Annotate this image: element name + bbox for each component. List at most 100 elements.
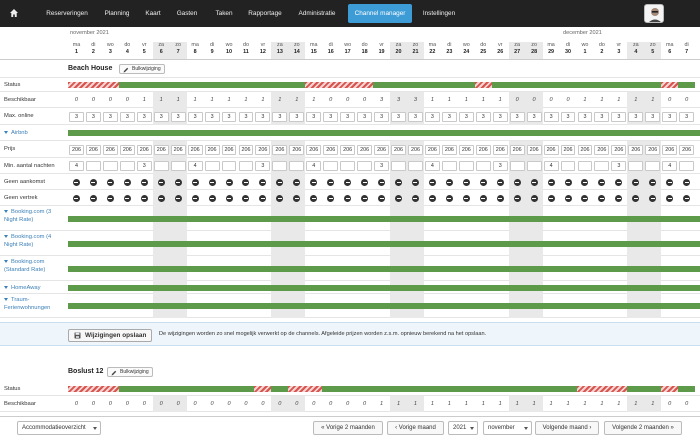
value-input[interactable]: 3 <box>492 161 508 171</box>
value-input[interactable]: 3 <box>204 111 220 122</box>
channel-toggle[interactable]: HomeAway <box>4 284 64 292</box>
minus-circle-icon[interactable] <box>632 194 640 202</box>
minus-circle-icon[interactable] <box>649 178 657 186</box>
value-input[interactable] <box>509 161 525 171</box>
nav-taken[interactable]: Taken <box>215 10 233 17</box>
minus-circle-icon[interactable] <box>106 194 114 202</box>
minus-circle-icon[interactable] <box>276 178 284 186</box>
value-input[interactable]: 3 <box>187 111 203 122</box>
minus-circle-icon[interactable] <box>428 194 436 202</box>
value-input[interactable]: 206 <box>509 144 525 155</box>
minus-circle-icon[interactable] <box>157 194 165 202</box>
value-input[interactable]: 3 <box>492 111 508 122</box>
value-input[interactable]: 206 <box>357 144 373 155</box>
value-input[interactable]: 206 <box>102 144 118 155</box>
value-input[interactable]: 206 <box>255 144 271 155</box>
value-input[interactable]: 3 <box>102 111 118 122</box>
minus-circle-icon[interactable] <box>259 194 267 202</box>
value-input[interactable]: 3 <box>306 111 322 122</box>
value-input[interactable]: 3 <box>543 111 559 122</box>
value-input[interactable]: 206 <box>374 144 390 155</box>
value-input[interactable]: 206 <box>340 144 356 155</box>
minus-circle-icon[interactable] <box>242 178 250 186</box>
value-input[interactable]: 4 <box>69 161 84 171</box>
value-input[interactable]: 3 <box>170 111 186 122</box>
minus-circle-icon[interactable] <box>378 194 386 202</box>
nav-administratie[interactable]: Administratie <box>298 10 336 17</box>
value-input[interactable]: 206 <box>458 144 474 155</box>
minus-circle-icon[interactable] <box>496 194 504 202</box>
minus-circle-icon[interactable] <box>564 178 572 186</box>
value-input[interactable]: 206 <box>662 144 678 155</box>
value-input[interactable]: 206 <box>306 144 322 155</box>
minus-circle-icon[interactable] <box>479 194 487 202</box>
minus-circle-icon[interactable] <box>581 194 589 202</box>
minus-circle-icon[interactable] <box>666 194 674 202</box>
value-input[interactable]: 206 <box>85 144 101 155</box>
value-input[interactable]: 3 <box>136 161 152 171</box>
value-input[interactable]: 3 <box>374 111 390 122</box>
value-input[interactable]: 206 <box>187 144 203 155</box>
value-input[interactable] <box>272 161 288 171</box>
minus-circle-icon[interactable] <box>361 178 369 186</box>
value-input[interactable]: 3 <box>221 111 237 122</box>
value-input[interactable]: 3 <box>475 111 491 122</box>
view-select[interactable]: Accommodatieoverzicht <box>17 421 101 435</box>
minus-circle-icon[interactable] <box>598 194 606 202</box>
minus-circle-icon[interactable] <box>496 178 504 186</box>
value-input[interactable]: 3 <box>441 111 457 122</box>
value-input[interactable] <box>289 161 305 171</box>
value-input[interactable]: 206 <box>577 144 593 155</box>
minus-circle-icon[interactable] <box>208 178 216 186</box>
value-input[interactable] <box>238 161 254 171</box>
value-input[interactable] <box>204 161 220 171</box>
value-input[interactable]: 3 <box>577 111 593 122</box>
nav-instellingen[interactable]: Instellingen <box>422 10 456 17</box>
value-input[interactable]: 206 <box>136 144 152 155</box>
minus-circle-icon[interactable] <box>395 178 403 186</box>
value-input[interactable]: 206 <box>238 144 254 155</box>
minus-circle-icon[interactable] <box>632 178 640 186</box>
minus-circle-icon[interactable] <box>411 178 419 186</box>
value-input[interactable]: 4 <box>662 161 678 171</box>
minus-circle-icon[interactable] <box>378 178 386 186</box>
minus-circle-icon[interactable] <box>140 178 148 186</box>
minus-circle-icon[interactable] <box>327 178 335 186</box>
minus-circle-icon[interactable] <box>174 194 182 202</box>
nav-reserveringen[interactable]: Reserveringen <box>46 10 88 17</box>
value-input[interactable]: 206 <box>441 144 457 155</box>
value-input[interactable] <box>458 161 474 171</box>
value-input[interactable] <box>645 161 661 171</box>
minus-circle-icon[interactable] <box>174 178 182 186</box>
minus-circle-icon[interactable] <box>445 178 453 186</box>
value-input[interactable]: 4 <box>187 161 203 171</box>
nav-kaart[interactable]: Kaart <box>145 10 161 17</box>
minus-circle-icon[interactable] <box>208 194 216 202</box>
minus-circle-icon[interactable] <box>327 194 335 202</box>
nav-planning[interactable]: Planning <box>104 10 130 17</box>
channel-toggle[interactable]: Booking.com (3 Night Rate) <box>4 208 64 224</box>
minus-circle-icon[interactable] <box>479 178 487 186</box>
minus-circle-icon[interactable] <box>123 194 131 202</box>
value-input[interactable]: 3 <box>611 161 627 171</box>
minus-circle-icon[interactable] <box>547 178 555 186</box>
value-input[interactable] <box>526 161 542 171</box>
value-input[interactable] <box>323 161 339 171</box>
value-input[interactable] <box>594 161 610 171</box>
value-input[interactable]: 3 <box>594 111 610 122</box>
value-input[interactable]: 3 <box>560 111 576 122</box>
minus-circle-icon[interactable] <box>89 194 97 202</box>
value-input[interactable]: 3 <box>679 111 695 122</box>
minus-circle-icon[interactable] <box>157 178 165 186</box>
value-input[interactable]: 3 <box>238 111 254 122</box>
minus-circle-icon[interactable] <box>530 194 538 202</box>
minus-circle-icon[interactable] <box>666 178 674 186</box>
value-input[interactable]: 4 <box>424 161 440 171</box>
value-input[interactable]: 3 <box>255 111 271 122</box>
value-input[interactable]: 3 <box>408 111 423 122</box>
bulk-edit-button[interactable]: Bulkwijziging <box>107 367 153 377</box>
value-input[interactable] <box>408 161 423 171</box>
minus-circle-icon[interactable] <box>361 194 369 202</box>
value-input[interactable]: 3 <box>357 111 373 122</box>
value-input[interactable]: 3 <box>272 111 288 122</box>
